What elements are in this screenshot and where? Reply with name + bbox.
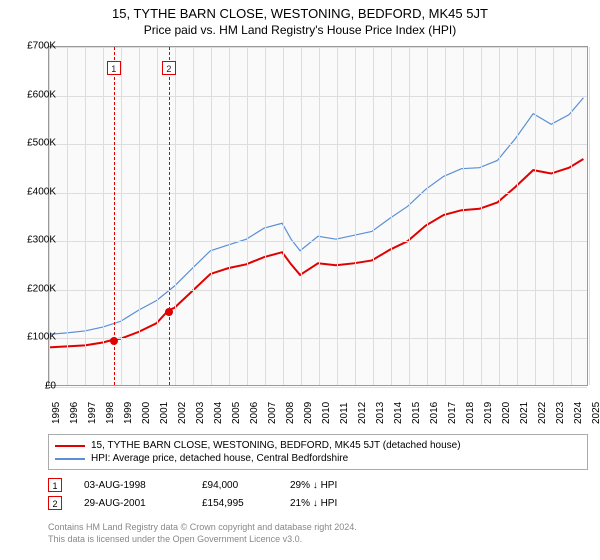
x-axis-label: 2023	[555, 402, 566, 424]
x-axis-label: 2001	[159, 402, 170, 424]
x-axis-label: 2012	[357, 402, 368, 424]
y-axis-label: £400K	[12, 186, 56, 197]
annotations-table: 1 03-AUG-1998 £94,000 29% ↓ HPI 2 29-AUG-2001…	[48, 476, 337, 512]
footer-text: Contains HM Land Registry data © Crown c…	[48, 522, 357, 545]
x-axis-label: 2000	[141, 402, 152, 424]
x-axis-label: 2004	[213, 402, 224, 424]
x-axis-label: 1998	[105, 402, 116, 424]
x-axis-label: 2020	[501, 402, 512, 424]
y-axis-label: £700K	[12, 41, 56, 52]
annotation-date: 29-AUG-2001	[84, 498, 184, 509]
annotation-price: £94,000	[202, 480, 272, 491]
x-axis-label: 1996	[69, 402, 80, 424]
marker-line-2	[169, 47, 170, 385]
y-axis-label: £500K	[12, 138, 56, 149]
x-axis-label: 2018	[465, 402, 476, 424]
legend-label: HPI: Average price, detached house, Cent…	[91, 453, 348, 464]
annotation-date: 03-AUG-1998	[84, 480, 184, 491]
y-axis-label: £200K	[12, 283, 56, 294]
chart-subtitle: Price paid vs. HM Land Registry's House …	[0, 21, 600, 41]
series-line-hpi	[49, 98, 583, 335]
y-axis-label: £100K	[12, 332, 56, 343]
annotation-price: £154,995	[202, 498, 272, 509]
y-axis-label: £300K	[12, 235, 56, 246]
legend-item: HPI: Average price, detached house, Cent…	[55, 452, 581, 465]
annotation-delta: 21% ↓ HPI	[290, 498, 337, 509]
y-axis-label: £0	[12, 381, 56, 392]
x-axis-label: 2021	[519, 402, 530, 424]
x-axis-label: 1997	[87, 402, 98, 424]
marker-line-1	[114, 47, 115, 385]
x-axis-label: 2008	[285, 402, 296, 424]
annotation-marker: 2	[48, 496, 62, 510]
legend-item: 15, TYTHE BARN CLOSE, WESTONING, BEDFORD…	[55, 439, 581, 452]
x-axis-label: 2024	[573, 402, 584, 424]
annotation-delta: 29% ↓ HPI	[290, 480, 337, 491]
legend: 15, TYTHE BARN CLOSE, WESTONING, BEDFORD…	[48, 434, 588, 470]
x-axis-label: 2014	[393, 402, 404, 424]
marker-dot-1	[110, 337, 118, 345]
plot-area: 12	[48, 46, 588, 386]
legend-swatch	[55, 445, 85, 447]
x-axis-label: 2025	[591, 402, 600, 424]
annotation-marker: 1	[48, 478, 62, 492]
footer-line-1: Contains HM Land Registry data © Crown c…	[48, 522, 357, 534]
x-axis-label: 2022	[537, 402, 548, 424]
x-axis-label: 2003	[195, 402, 206, 424]
x-axis-label: 2017	[447, 402, 458, 424]
x-axis-label: 1995	[51, 402, 62, 424]
x-axis-label: 2007	[267, 402, 278, 424]
y-axis-label: £600K	[12, 89, 56, 100]
x-axis-label: 2006	[249, 402, 260, 424]
x-axis-label: 2011	[339, 402, 350, 424]
x-axis-label: 2019	[483, 402, 494, 424]
x-axis-label: 2015	[411, 402, 422, 424]
x-axis-label: 2016	[429, 402, 440, 424]
x-axis-label: 2009	[303, 402, 314, 424]
footer-line-2: This data is licensed under the Open Gov…	[48, 534, 357, 546]
marker-dot-2	[165, 308, 173, 316]
chart-title: 15, TYTHE BARN CLOSE, WESTONING, BEDFORD…	[0, 0, 600, 21]
annotation-row: 1 03-AUG-1998 £94,000 29% ↓ HPI	[48, 476, 337, 494]
x-axis-label: 2002	[177, 402, 188, 424]
chart-svg	[49, 47, 587, 385]
marker-box-2: 2	[162, 61, 176, 75]
x-axis-label: 2005	[231, 402, 242, 424]
x-axis-label: 2013	[375, 402, 386, 424]
chart-container: 15, TYTHE BARN CLOSE, WESTONING, BEDFORD…	[0, 0, 600, 560]
legend-label: 15, TYTHE BARN CLOSE, WESTONING, BEDFORD…	[91, 440, 461, 451]
x-axis-label: 1999	[123, 402, 134, 424]
legend-swatch	[55, 458, 85, 460]
marker-box-1: 1	[107, 61, 121, 75]
x-axis-label: 2010	[321, 402, 332, 424]
annotation-row: 2 29-AUG-2001 £154,995 21% ↓ HPI	[48, 494, 337, 512]
series-line-price_paid	[49, 159, 583, 347]
